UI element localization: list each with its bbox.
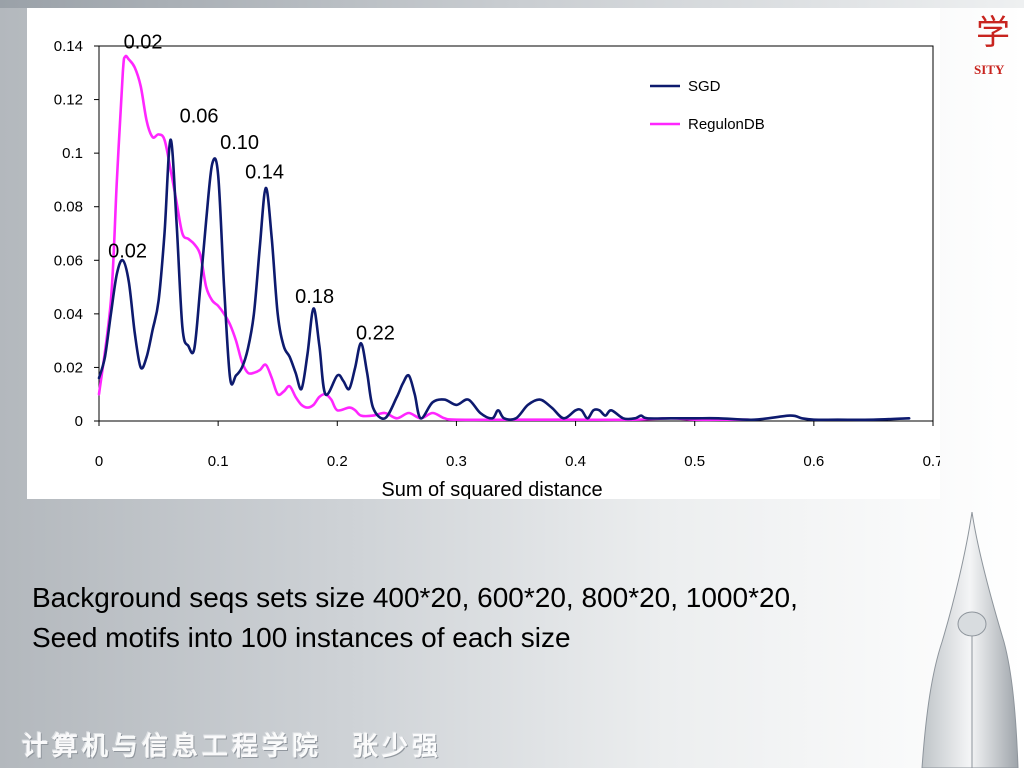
plot-area-frame (98, 45, 934, 422)
line-chart: 0 0.02 0.04 0.06 0.08 0.1 0.12 0.14 0 0.1 0.2 0.3 0.… (54, 32, 940, 499)
pen-nib-decoration (921, 512, 1019, 768)
logo-text: SITY (974, 62, 1005, 77)
x-tick-label: 0.5 (684, 453, 705, 470)
x-tick-label: 0.6 (803, 453, 824, 470)
legend-label-sgd: SGD (688, 78, 721, 95)
y-tick-label: 0.1 (62, 145, 83, 162)
top-decorative-band (0, 0, 1024, 8)
legend-label-regulondb: RegulonDB (688, 116, 765, 133)
x-tick-label: 0.2 (327, 453, 348, 470)
y-tick-label: 0.08 (54, 199, 83, 216)
x-tick-label: 0.4 (565, 453, 586, 470)
footer-department-text: 计算机与信息工程学院 张少强 (22, 732, 443, 762)
y-tick-label: 0.04 (54, 306, 83, 323)
slide-body-text: Background seqs sets size 400*20, 600*20… (32, 578, 992, 658)
x-tick-label: 0.7 (923, 453, 940, 470)
peak-annotation: 0.10 (220, 132, 259, 154)
y-tick-label: 0.12 (54, 92, 83, 109)
university-logo: 学 SITY (968, 10, 1018, 85)
peak-annotation: 0.02 (124, 32, 163, 54)
y-tick-label: 0 (75, 413, 83, 430)
x-axis-label: Sum of squared distance (381, 479, 602, 499)
y-tick-label: 0.06 (54, 252, 83, 269)
logo-glyph: 学 (976, 13, 1010, 53)
x-tick-label: 0.1 (208, 453, 229, 470)
x-tick-label: 0 (95, 453, 103, 470)
peak-annotation: 0.14 (245, 162, 284, 184)
y-tick-label: 0.14 (54, 38, 83, 55)
y-tick-label: 0.02 (54, 359, 83, 376)
series-line-sgd (97, 138, 911, 422)
peak-annotation: 0.06 (180, 105, 219, 127)
body-line-2: Seed motifs into 100 instances of each s… (32, 622, 571, 653)
peak-annotation: 0.22 (356, 322, 395, 344)
body-line-1: Background seqs sets size 400*20, 600*20… (32, 582, 798, 613)
peak-annotation: 0.18 (295, 286, 334, 308)
x-tick-label: 0.3 (446, 453, 467, 470)
chart-panel: 0 0.02 0.04 0.06 0.08 0.1 0.12 0.14 0 0.1 0.2 0.3 0.… (27, 8, 940, 499)
peak-annotation: 0.02 (108, 241, 147, 263)
